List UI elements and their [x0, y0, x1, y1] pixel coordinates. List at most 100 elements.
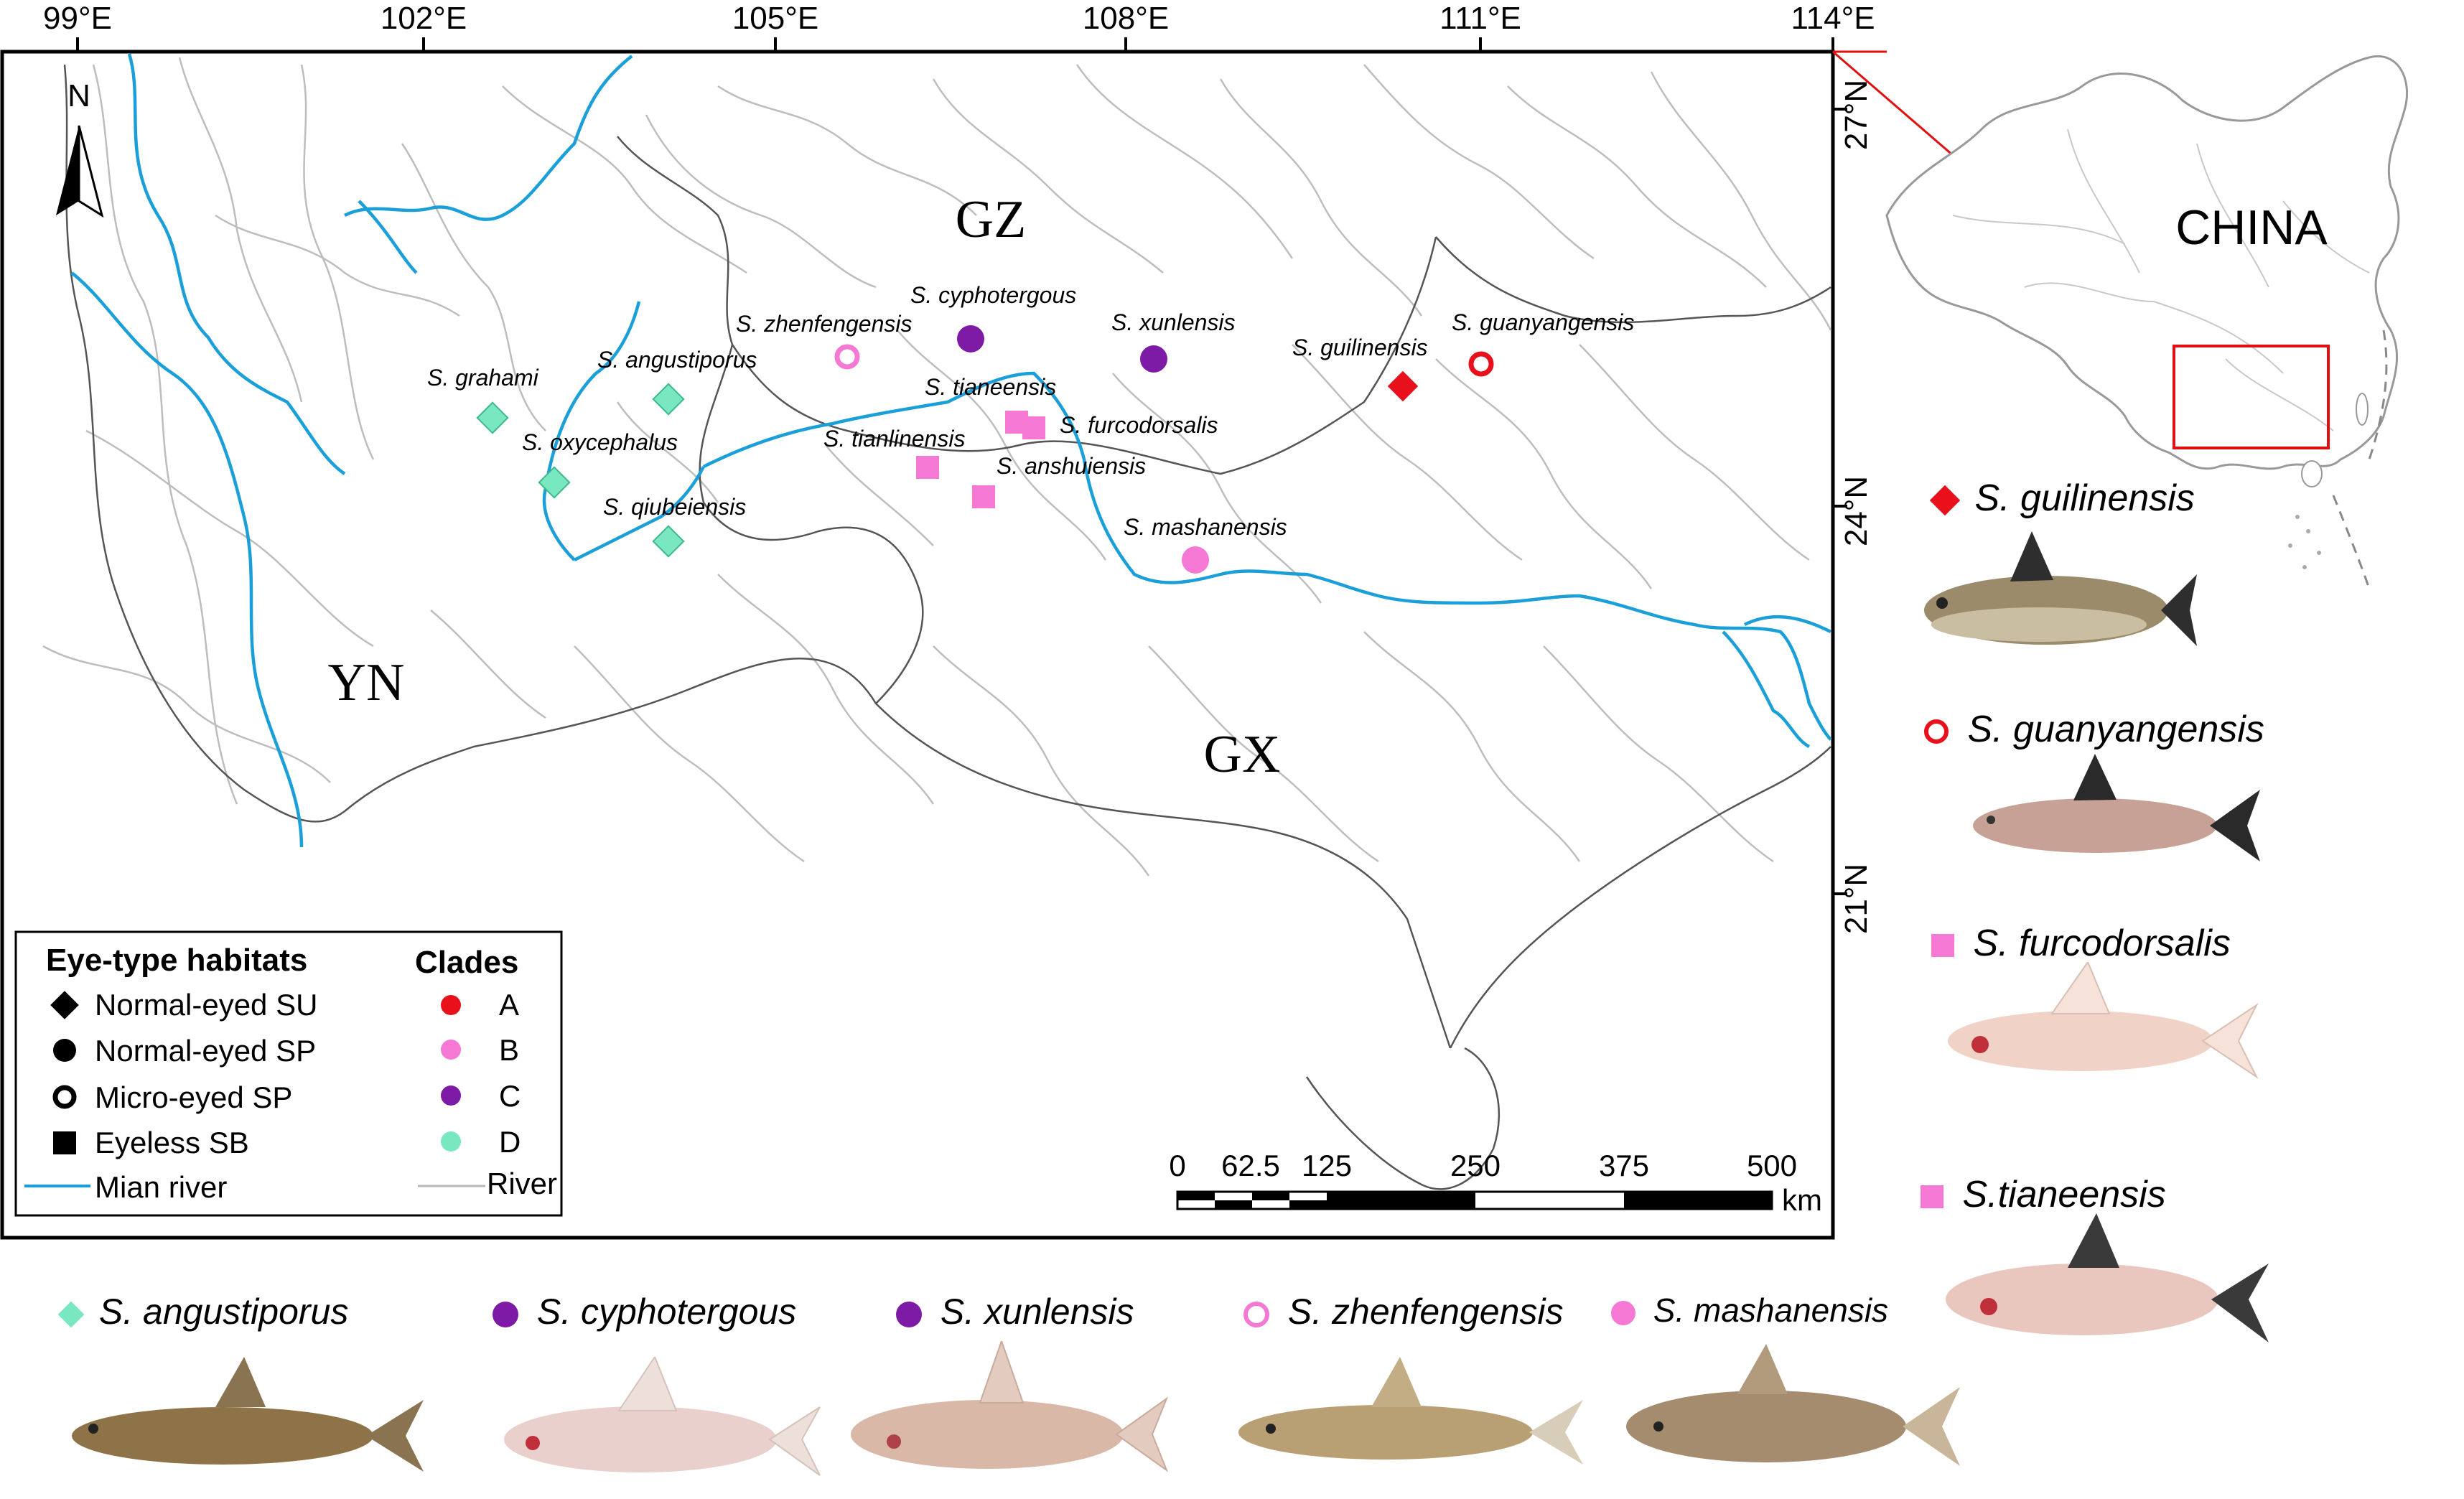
marker-qiubeiensis — [652, 525, 685, 558]
side-label-guanyangensis: S. guanyangensis — [1924, 708, 2264, 751]
site-label-xunlensis: S. xunlensis — [1111, 309, 1236, 335]
bottom-label-text: S. cyphotergous — [536, 1292, 797, 1332]
legend-main-river: Mian river — [95, 1170, 227, 1204]
bottom-label-text: S. mashanensis — [1653, 1292, 1889, 1329]
fish-photo-mashanensis — [1626, 1344, 1960, 1466]
bottom-label-text: S. zhenfengensis — [1287, 1292, 1564, 1332]
bottom-label-xunlensis: S. xunlensis — [896, 1291, 1134, 1332]
site-label-oxycephalus: S. oxycephalus — [522, 429, 678, 455]
site-label-cyphotergous: S. cyphotergous — [910, 282, 1076, 308]
scale-bar: 0 62.5 125 250 375 500 km — [1169, 1149, 1822, 1217]
scale-tick-375: 375 — [1599, 1149, 1649, 1182]
legend-ring-icon — [52, 1085, 77, 1109]
longitude-ticks — [76, 37, 1834, 52]
fish-photo-cyphotergous — [504, 1357, 821, 1476]
marker-grahami — [476, 401, 509, 434]
marker-guanyangensis — [1468, 351, 1494, 377]
fish-photo-guilinensis — [1924, 531, 2197, 646]
pink-square-icon — [1931, 934, 1954, 958]
legend-clade-b: B — [499, 1033, 519, 1067]
side-label-tianeensis: S.tianeensis — [1921, 1173, 2166, 1216]
side-label-text: S. furcodorsalis — [1973, 923, 2231, 964]
lat-label-24: 24°N — [1839, 476, 1874, 546]
lon-label-111: 111°E — [1439, 1, 1521, 36]
side-label-guilinensis: S. guilinensis — [1929, 477, 2195, 520]
legend-habitat-title: Eye-type habitats — [46, 943, 307, 978]
inset-study-area-box — [2173, 345, 2330, 449]
marker-zhenfengensis — [834, 344, 860, 370]
site-label-guanyangensis: S. guanyangensis — [1452, 309, 1634, 335]
legend-clade-c: C — [499, 1079, 521, 1113]
north-arrow: N — [56, 78, 104, 218]
legend-clades-title: Clades — [415, 945, 518, 980]
fish-photo-furcodorsalis — [1948, 962, 2259, 1079]
scale-tick-250: 250 — [1450, 1149, 1501, 1182]
province-yn: YN — [328, 653, 405, 712]
main-rivers — [70, 53, 1832, 848]
lat-label-27: 27°N — [1839, 80, 1874, 150]
legend-habitat-3: Micro-eyed SP — [95, 1080, 292, 1114]
bottom-label-zhenfengensis: S. zhenfengensis — [1243, 1291, 1564, 1332]
bottom-label-angustiporus: S. angustiporus — [57, 1291, 349, 1332]
side-label-text: S. guanyangensis — [1967, 709, 2264, 750]
bottom-label-text: S. angustiporus — [98, 1292, 349, 1332]
scale-unit: km — [1782, 1183, 1822, 1217]
legend-river: River — [487, 1167, 557, 1200]
marker-tianlinensis — [916, 456, 939, 479]
legend-clade-d: D — [499, 1125, 521, 1159]
purple-dot-icon — [896, 1301, 922, 1327]
province-gz: GZ — [956, 190, 1027, 249]
bottom-label-cyphotergous: S. cyphotergous — [493, 1291, 796, 1332]
marker-mashanensis — [1182, 546, 1209, 574]
site-markers — [476, 325, 1494, 574]
side-label-text: S. guilinensis — [1974, 477, 2195, 519]
bottom-label-mashanensis: S. mashanensis — [1611, 1291, 1888, 1330]
svg-text:N: N — [67, 78, 90, 113]
mint-diamond-icon — [57, 1301, 85, 1328]
legend-clade-b-dot — [441, 1040, 461, 1060]
legend-clade-c-dot — [441, 1085, 461, 1106]
legend-habitat-1: Normal-eyed SU — [95, 988, 317, 1022]
lon-label-102: 102°E — [381, 1, 467, 36]
side-label-furcodorsalis: S. furcodorsalis — [1931, 922, 2231, 965]
site-label-furcodorsalis: S. furcodorsalis — [1060, 412, 1218, 438]
marker-anshuiensis — [972, 485, 995, 508]
red-ring-icon — [1924, 719, 1949, 744]
lon-label-105: 105°E — [732, 1, 818, 36]
site-label-qiubeiensis: S. qiubeiensis — [603, 494, 746, 520]
scale-tick-125: 125 — [1302, 1149, 1352, 1182]
pink-dot-icon — [1611, 1300, 1635, 1325]
site-label-mashanensis: S. mashanensis — [1124, 514, 1287, 540]
site-label-tianeensis: S. tianeensis — [925, 374, 1056, 400]
lat-label-21: 21°N — [1839, 864, 1874, 934]
site-labels: S. grahami S. angustiporus S. oxycephalu… — [427, 282, 1634, 540]
fish-photo-zhenfengensis — [1238, 1357, 1583, 1465]
lon-label-114: 114°E — [1791, 1, 1875, 36]
site-label-grahami: S. grahami — [427, 365, 539, 391]
marker-xunlensis — [1140, 345, 1167, 373]
bottom-label-text: S. xunlensis — [940, 1292, 1134, 1332]
lon-label-99: 99°E — [43, 1, 112, 36]
site-label-zhenfengensis: S. zhenfengensis — [736, 311, 913, 337]
pink-ring-icon — [1243, 1301, 1269, 1327]
legend-clade-a: A — [499, 988, 519, 1022]
marker-guilinensis — [1387, 370, 1419, 402]
province-boundaries — [63, 64, 1831, 1190]
fish-photo-tianeensis — [1946, 1213, 2269, 1342]
pink-square-icon — [1921, 1185, 1943, 1209]
red-diamond-icon — [1929, 485, 1961, 516]
legend-clade-d-dot — [441, 1131, 461, 1152]
marker-angustiporus — [652, 383, 685, 416]
inset-china-label: CHINA — [2175, 200, 2328, 255]
site-label-angustiporus: S. angustiporus — [597, 347, 757, 373]
marker-cyphotergous — [957, 325, 984, 352]
side-label-text: S.tianeensis — [1962, 1174, 2166, 1215]
site-label-tianlinensis: S. tianlinensis — [823, 426, 965, 452]
legend-dot-icon — [53, 1039, 76, 1062]
legend-habitat-2: Normal-eyed SP — [95, 1034, 316, 1068]
fish-photo-guanyangensis — [1973, 754, 2260, 861]
province-gx: GX — [1204, 725, 1281, 784]
marker-furcodorsalis — [1022, 416, 1045, 439]
scale-tick-0: 0 — [1169, 1149, 1185, 1182]
